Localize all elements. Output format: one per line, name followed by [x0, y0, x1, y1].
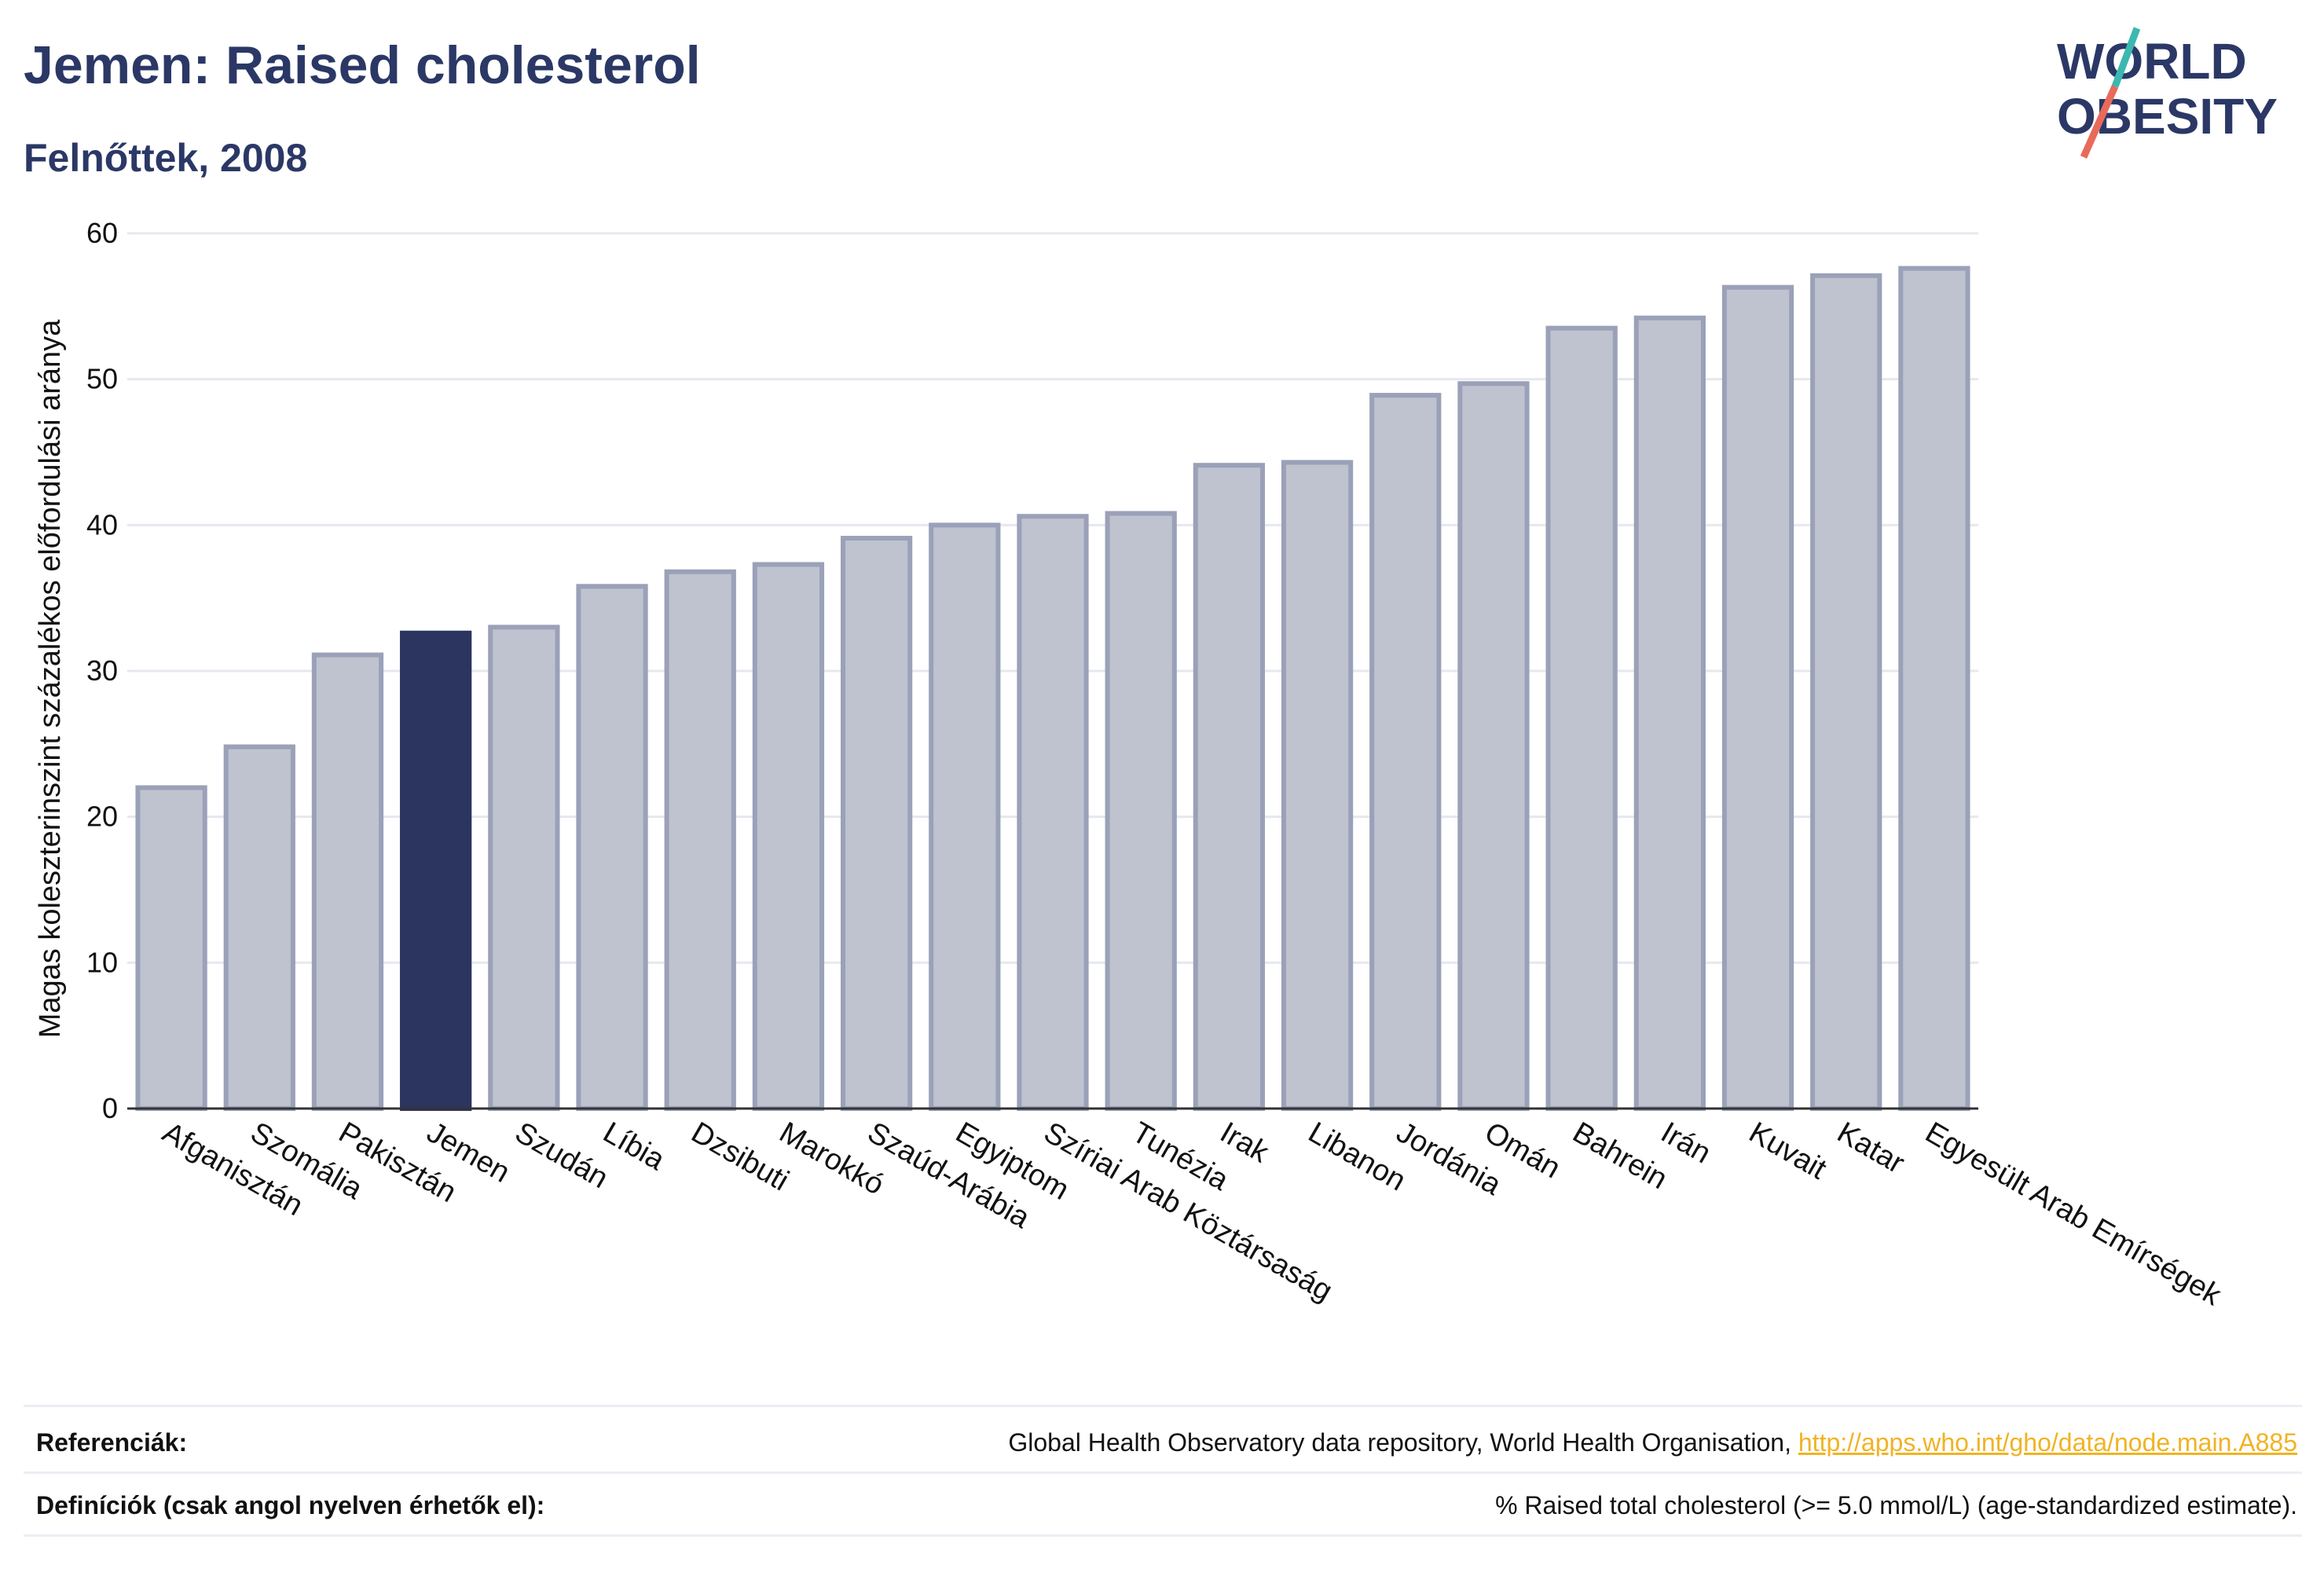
y-tick-label: 60	[86, 217, 118, 249]
footer-divider-middle	[24, 1472, 2302, 1474]
x-tick-label: Szudán	[509, 1116, 614, 1195]
bar-chart: 0 10 20 30 40 50 60 Magas koleszterinszint száz…	[34, 217, 2227, 1313]
bar	[752, 562, 825, 1111]
bar	[135, 785, 207, 1111]
bar	[1721, 284, 1794, 1111]
definitions-value: % Raised total cholesterol (>= 5.0 mmol/…	[1495, 1491, 2297, 1519]
x-tick-label: Bahrein	[1567, 1116, 1673, 1196]
logo-slash-bottom	[2080, 85, 2119, 159]
y-tick-label: 10	[86, 946, 118, 978]
bar	[1633, 315, 1706, 1112]
y-tick-label: 40	[86, 508, 118, 541]
footer-divider-bottom	[24, 1534, 2302, 1537]
chart-title: Jemen: Raised cholesterol	[24, 35, 701, 95]
references-text: Global Health Observatory data repositor…	[1008, 1428, 1798, 1457]
bar	[223, 744, 295, 1112]
bar	[929, 522, 1001, 1111]
y-axis-label: Magas koleszterinszint százalékos előfor…	[34, 319, 67, 1038]
y-tick-label: 20	[86, 801, 118, 833]
bar	[840, 536, 913, 1111]
y-tick-label: 30	[86, 654, 118, 687]
footer-divider-top	[24, 1405, 2302, 1407]
references-value: Global Health Observatory data repositor…	[1008, 1428, 2297, 1457]
x-tick-label: Katar	[1831, 1116, 1910, 1180]
definitions-label: Definíciók (csak angol nyelven érhetők e…	[36, 1491, 545, 1519]
x-tick-label: Egyesült Arab Emírségek	[1919, 1116, 2227, 1312]
bar	[1898, 266, 1970, 1111]
bar	[1369, 393, 1442, 1111]
bar	[1281, 460, 1354, 1111]
bar	[1105, 511, 1177, 1111]
world-obesity-logo: WORLD OBESITY	[2057, 27, 2278, 159]
bar	[488, 625, 560, 1111]
x-tick-label: Kuvait	[1743, 1116, 1832, 1186]
bar	[1457, 381, 1530, 1111]
bar	[664, 569, 736, 1111]
bar	[311, 652, 384, 1111]
chart-subtitle: Felnőttek, 2008	[24, 136, 308, 180]
bar	[1545, 325, 1618, 1111]
references-label: Referenciák:	[36, 1428, 188, 1457]
logo-line1: WORLD	[2057, 33, 2247, 90]
bar	[576, 584, 648, 1111]
x-tick-label: Dzsibuti	[686, 1116, 794, 1197]
bar	[1193, 463, 1266, 1111]
bar	[1017, 514, 1089, 1111]
y-tick-label: 0	[102, 1092, 118, 1124]
y-tick-label: 50	[86, 363, 118, 395]
x-tick-label: Libanon	[1303, 1116, 1411, 1197]
bar	[1810, 273, 1882, 1111]
bar	[400, 630, 472, 1111]
logo-slash-top	[2111, 27, 2141, 88]
references-link[interactable]: http://apps.who.int/gho/data/node.main.A…	[1798, 1428, 2297, 1457]
